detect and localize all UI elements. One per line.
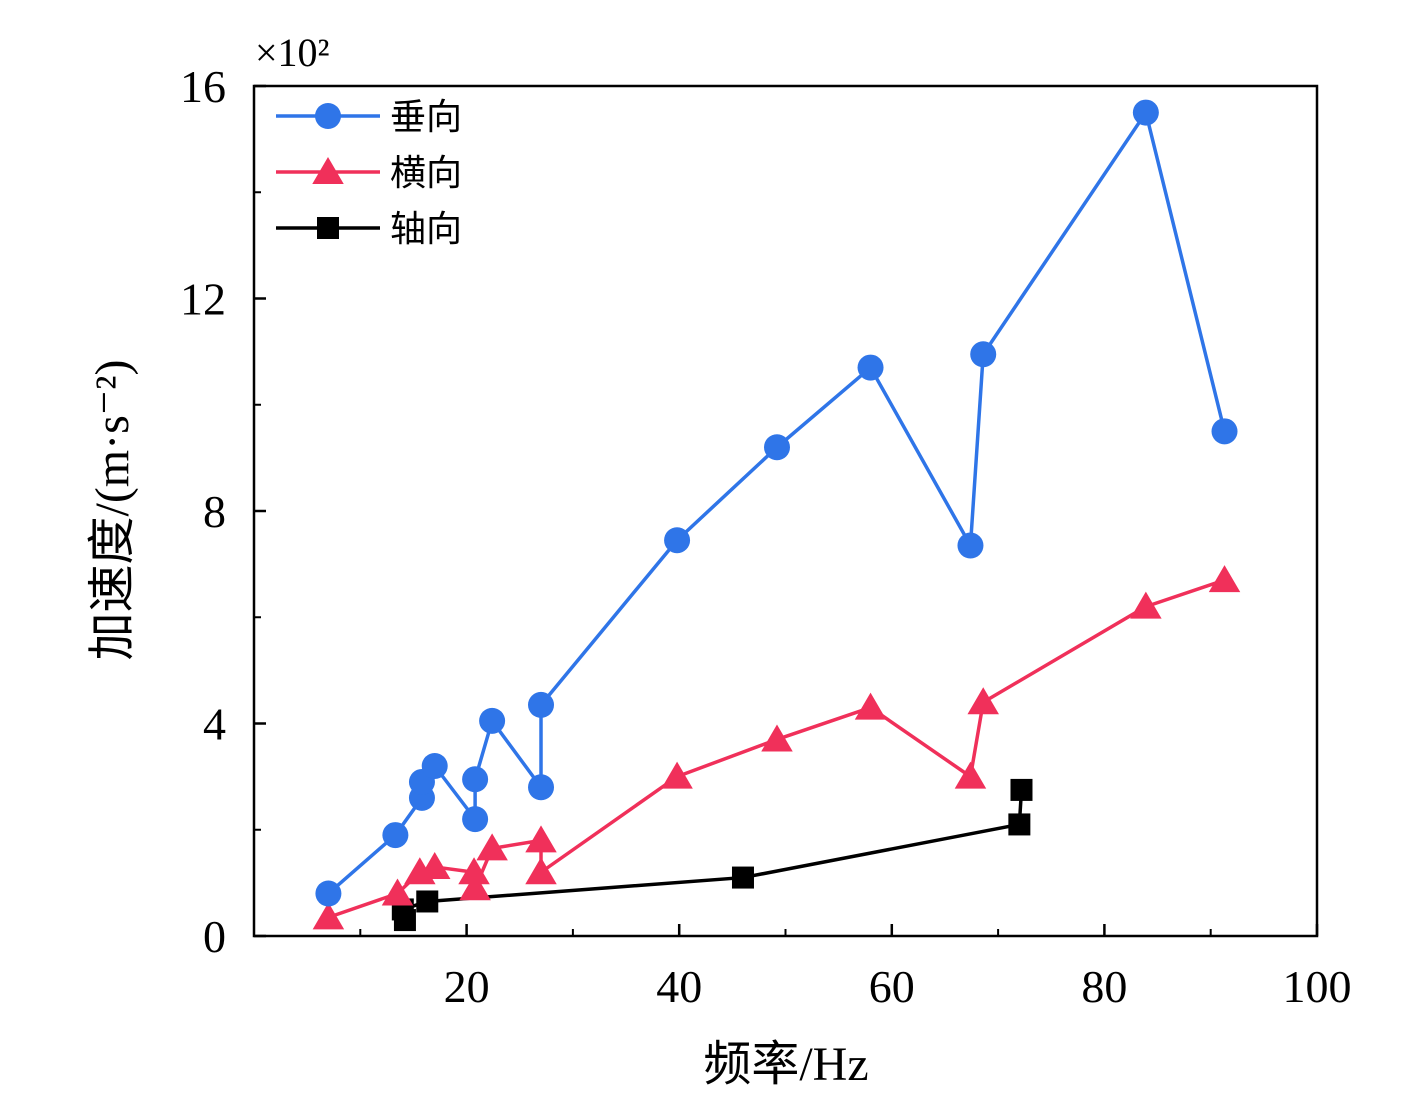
- data-point: [1010, 778, 1033, 801]
- series-triangle: [312, 565, 1241, 930]
- data-point: [970, 341, 997, 368]
- data-point: [1211, 418, 1238, 445]
- legend-item: 垂向: [276, 97, 462, 137]
- y-tick-label: 0: [203, 911, 226, 962]
- data-point: [761, 724, 793, 752]
- data-point: [731, 866, 754, 889]
- legend-item: 横向: [276, 153, 462, 193]
- data-point: [528, 774, 555, 801]
- data-point: [954, 761, 987, 789]
- data-point: [315, 880, 342, 907]
- data-point: [525, 825, 557, 853]
- legend-item: 轴向: [276, 209, 462, 249]
- legend-marker: [317, 217, 339, 239]
- y-tick-label: 4: [203, 699, 226, 750]
- data-point: [462, 766, 489, 793]
- x-tick-label: 100: [1283, 961, 1352, 1012]
- data-point: [854, 692, 887, 720]
- data-point: [1132, 99, 1159, 126]
- x-tick-label: 80: [1081, 961, 1127, 1012]
- data-point: [418, 851, 451, 879]
- series-circle: [315, 99, 1238, 907]
- data-point: [1130, 591, 1162, 619]
- data-point: [967, 687, 999, 715]
- data-point: [661, 761, 693, 789]
- data-point: [957, 532, 984, 559]
- y-axis-multiplier: ×10²: [255, 30, 330, 75]
- data-point: [459, 873, 491, 901]
- y-tick-label: 16: [180, 61, 226, 112]
- y-tick-label: 8: [203, 486, 226, 537]
- data-point: [416, 890, 439, 913]
- legend-marker: [315, 103, 341, 129]
- series-square: [391, 778, 1033, 932]
- data-point: [857, 354, 884, 381]
- x-tick-label: 20: [444, 961, 490, 1012]
- ticks-layer: 20 40 60 80 100 0 4 8 12 16: [180, 61, 1352, 1012]
- data-point: [763, 434, 790, 461]
- data-point: [382, 822, 409, 849]
- x-axis-title: 频率/Hz: [703, 1038, 868, 1091]
- legend-marker: [312, 157, 344, 184]
- series-layer: [312, 99, 1241, 932]
- data-point: [479, 707, 506, 734]
- data-point: [458, 857, 490, 885]
- data-point: [528, 691, 555, 718]
- data-point: [1008, 813, 1031, 836]
- data-point: [664, 527, 691, 554]
- y-axis-title: 加速度/(m·s⁻²): [86, 359, 139, 660]
- legend-label: 横向: [390, 153, 462, 193]
- data-point: [525, 857, 557, 885]
- data-point: [1208, 565, 1241, 593]
- x-tick-label: 40: [656, 961, 702, 1012]
- x-tick-label: 60: [869, 961, 915, 1012]
- data-point: [462, 806, 489, 833]
- data-point: [381, 878, 414, 906]
- legend-label: 垂向: [390, 97, 462, 137]
- data-point: [421, 753, 448, 779]
- y-tick-label: 12: [180, 274, 226, 325]
- data-point: [476, 833, 508, 861]
- data-point: [312, 902, 345, 930]
- legend-label: 轴向: [390, 209, 462, 249]
